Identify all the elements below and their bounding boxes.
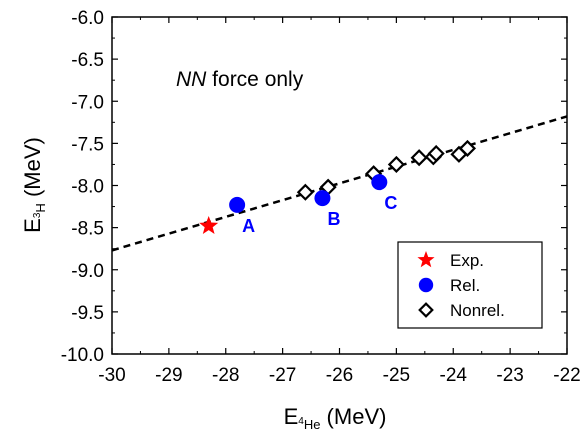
- x-tick-label: -28: [212, 365, 239, 386]
- nonrel-diamond-marker: [458, 139, 477, 157]
- y-tick-label: -10.0: [61, 345, 104, 366]
- data-marks: A B C: [199, 139, 477, 236]
- y-tick-label: -7.5: [71, 134, 104, 155]
- x-tick-label: -30: [98, 365, 125, 386]
- y-tick-label: -8.5: [71, 219, 104, 240]
- y-tick-label: -8.0: [71, 177, 104, 198]
- x-tick-label: -29: [155, 365, 182, 386]
- legend-label: Rel.: [450, 276, 480, 295]
- exp-star-marker: [417, 251, 435, 268]
- fit-line: [111, 115, 568, 252]
- x-tick-label: -22: [553, 365, 580, 386]
- nonrel-diamond-marker: [427, 144, 445, 163]
- x-tick-label: -24: [440, 365, 468, 386]
- y-axis-ticks: -6.0 -6.5 -7.0 -7.5 -8.0 -8.5 -9.0 -9.5 -10.0: [61, 8, 567, 366]
- nonrel-diamond-marker: [418, 302, 434, 318]
- x-tick-label: -23: [496, 365, 523, 386]
- rel-circle-marker: [314, 190, 331, 207]
- rel-circle-marker: [371, 174, 388, 191]
- legend-label: Nonrel.: [450, 301, 505, 320]
- exp-star-marker: [199, 215, 219, 235]
- y-tick-label: -9.5: [71, 303, 104, 324]
- point-label-C: C: [384, 193, 397, 213]
- y-tick-label: -7.0: [71, 92, 104, 113]
- legend: Exp. Rel. Nonrel.: [397, 241, 543, 329]
- point-label-B: B: [327, 209, 340, 229]
- x-tick-label: -26: [326, 365, 353, 386]
- fit-line-group: [111, 115, 568, 252]
- nonrel-diamond-marker: [410, 149, 428, 167]
- point-label-A: A: [242, 216, 255, 236]
- y-tick-label: -6.5: [71, 50, 104, 71]
- y-axis-label: E3H (MeV): [20, 137, 48, 233]
- rel-circle-marker: [418, 277, 434, 293]
- y-tick-label: -6.0: [71, 8, 104, 29]
- legend-label: Exp.: [450, 251, 484, 270]
- rel-circle-marker: [229, 196, 246, 213]
- x-axis-label: E4He (MeV): [284, 404, 387, 432]
- x-tick-label: -27: [269, 365, 296, 386]
- nonrel-diamond-marker: [296, 183, 314, 201]
- y-tick-label: -9.0: [71, 261, 104, 282]
- nonrel-diamond-marker: [387, 155, 405, 173]
- x-tick-label: -25: [383, 365, 410, 386]
- x-axis-ticks: -30 -29 -28 -27 -26 -25 -24 -23 -22: [98, 17, 581, 386]
- annotation: NN force only: [176, 68, 304, 91]
